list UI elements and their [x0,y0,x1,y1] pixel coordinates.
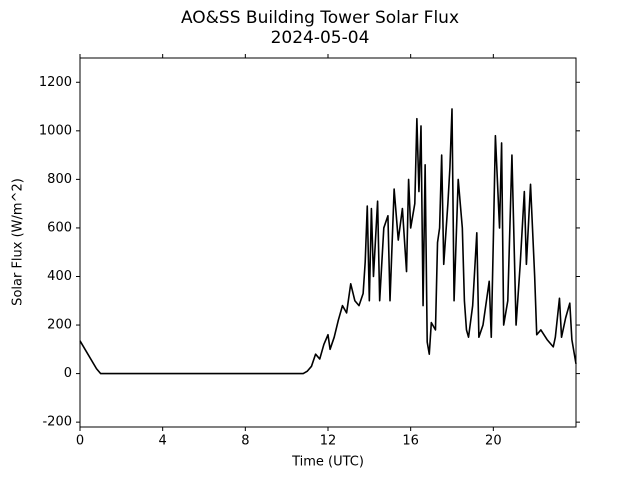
plot-frame [79,57,577,428]
x-tick-label: 12 [320,434,337,449]
x-tick-label: 0 [76,434,84,449]
y-axis-label: Solar Flux (W/m^2) [11,178,26,306]
x-tick-label: 20 [485,434,502,449]
x-tick-label: 4 [159,434,167,449]
y-tick-label: 1000 [39,123,72,138]
y-tick-label: 200 [47,318,72,333]
y-tick-label: -200 [42,415,72,430]
y-tick-label: 600 [47,220,72,235]
x-tick-label: 8 [241,434,249,449]
y-tick-label: 1200 [39,75,72,90]
chart-subtitle: 2024-05-04 [271,28,370,48]
y-tick-label: 0 [64,366,72,381]
x-tick-label: 16 [402,434,419,449]
y-tick-label: 800 [47,172,72,187]
chart-title: AO&SS Building Tower Solar Flux [181,8,459,28]
data-line [79,108,577,375]
y-tick-label: 400 [47,269,72,284]
x-axis-label: Time (UTC) [291,455,364,470]
